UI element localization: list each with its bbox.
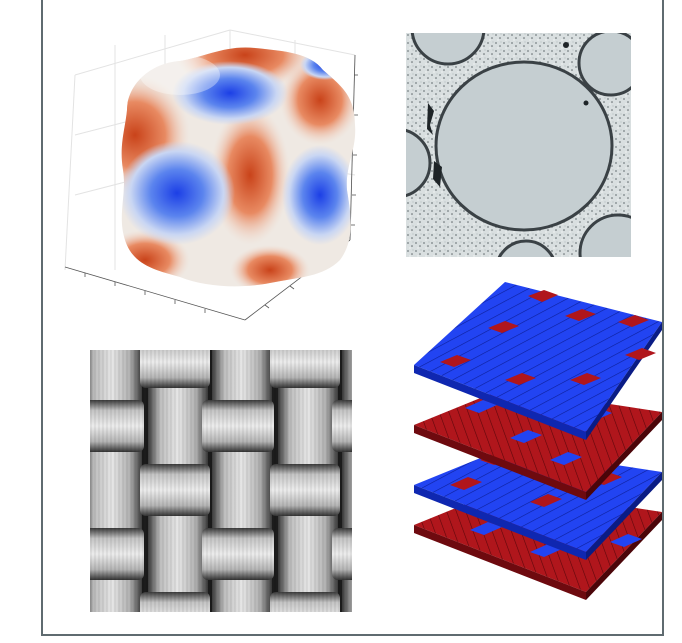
woven-fabric-svg (90, 350, 352, 612)
woven-fabric-panel (90, 350, 352, 612)
surface-plot-panel (55, 15, 365, 330)
dark-inclusions (427, 42, 589, 187)
circles (406, 33, 631, 257)
surface-plot-svg (64, 29, 358, 321)
circles-micrograph-svg (406, 33, 631, 257)
stacked-layers-svg (414, 282, 662, 600)
surface (121, 47, 356, 287)
stacked-layers-panel (410, 280, 672, 610)
layer-1 (414, 282, 662, 440)
circles-micrograph-panel (406, 33, 631, 257)
